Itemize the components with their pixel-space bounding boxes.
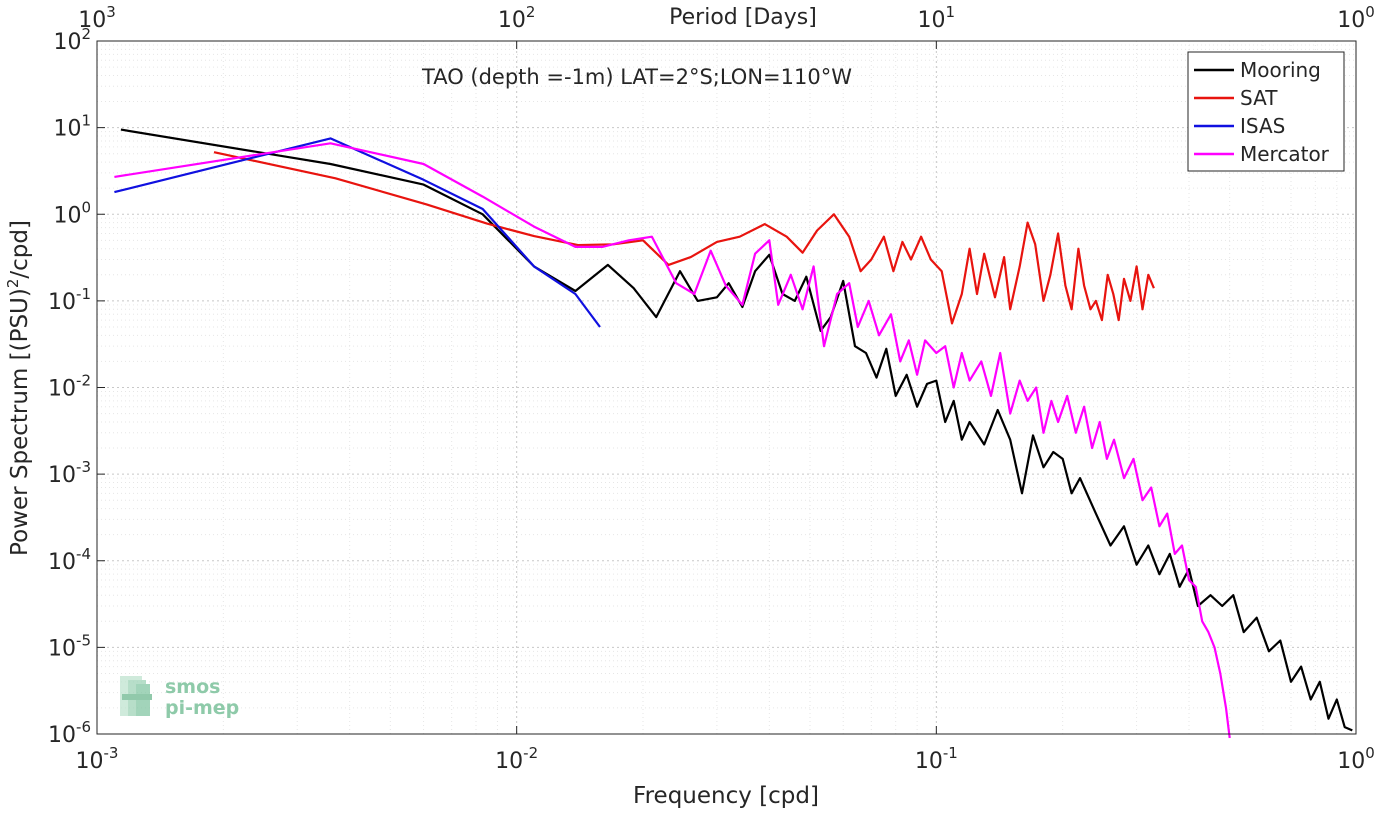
logo-text-line1: smos xyxy=(165,676,220,698)
top-tick-label: 101 xyxy=(918,3,956,33)
series-line-sat xyxy=(213,151,1155,325)
top-tick-label: 100 xyxy=(1337,3,1375,33)
y-tick-label-exp: -2 xyxy=(76,372,91,390)
top-tick-label-base: 10 xyxy=(498,8,526,33)
series-line-mercator xyxy=(114,142,1231,739)
y-tick-label-base: 10 xyxy=(53,30,81,55)
y-tick-label: 10-6 xyxy=(48,718,91,748)
x-tick-label-exp: -3 xyxy=(104,744,119,762)
y-tick-label-exp: -5 xyxy=(76,631,91,649)
top-axis-label: Period [Days] xyxy=(669,5,817,30)
x-tick-label-exp: -1 xyxy=(943,744,958,762)
y-tick-label: 10-3 xyxy=(48,458,91,488)
y-tick-label-exp: -1 xyxy=(76,285,91,303)
x-tick-label: 100 xyxy=(1337,744,1375,774)
y-tick-label-base: 10 xyxy=(48,377,76,402)
x-tick-label-exp: -2 xyxy=(523,744,538,762)
top-tick-label-exp: 0 xyxy=(1365,3,1375,21)
legend: Mooring SAT ISAS Mercator xyxy=(1187,51,1345,172)
top-tick-label-exp: 3 xyxy=(106,3,116,21)
x-tick-label-base: 10 xyxy=(76,749,104,774)
y-tick-label-base: 10 xyxy=(48,550,76,575)
series-layer xyxy=(114,128,1353,739)
y-tick-label-exp: -3 xyxy=(76,458,91,476)
y-tick-label: 10-1 xyxy=(48,285,91,315)
legend-label-isas: ISAS xyxy=(1240,114,1285,138)
y-tick-label-base: 10 xyxy=(48,463,76,488)
y-tick-label: 10-4 xyxy=(48,545,91,575)
grid-layer xyxy=(96,40,1357,735)
top-tick-label-base: 10 xyxy=(78,8,106,33)
x-tick-label-base: 10 xyxy=(915,749,943,774)
y-axis-label-text: Power Spectrum [(PSU)2/cpd] xyxy=(4,220,33,556)
x-tick-label: 10-1 xyxy=(915,744,958,774)
y-tick-label: 10-5 xyxy=(48,631,91,661)
series-line-mooring xyxy=(120,128,1353,732)
top-tick-label: 102 xyxy=(498,3,536,33)
x-tick-label-exp: 0 xyxy=(1365,744,1375,762)
legend-label-mooring: Mooring xyxy=(1240,58,1321,82)
y-tick-label: 102 xyxy=(53,25,91,55)
legend-label-mercator: Mercator xyxy=(1240,142,1330,166)
y-tick-label-exp: 0 xyxy=(81,198,91,216)
y-tick-label-exp: -6 xyxy=(76,718,91,736)
top-tick-label-exp: 2 xyxy=(526,3,536,21)
y-tick-label: 100 xyxy=(53,198,91,228)
y-tick-label-exp: 1 xyxy=(81,112,91,130)
logo-mark xyxy=(120,676,152,716)
top-tick-label: 103 xyxy=(78,3,116,33)
x-tick-label-base: 10 xyxy=(495,749,523,774)
x-tick-label: 10-3 xyxy=(76,744,119,774)
y-tick-label-base: 10 xyxy=(48,290,76,315)
legend-label-sat: SAT xyxy=(1240,86,1278,110)
y-tick-label-base: 10 xyxy=(48,636,76,661)
chart-title: TAO (depth =-1m) LAT=2°S;LON=110°W xyxy=(421,65,852,89)
y-tick-label: 101 xyxy=(53,112,91,142)
x-tick-label-base: 10 xyxy=(1337,749,1365,774)
x-tick-label: 10-2 xyxy=(495,744,538,774)
top-tick-label-base: 10 xyxy=(918,8,946,33)
y-tick-label-base: 10 xyxy=(48,723,76,748)
x-axis-label: Frequency [cpd] xyxy=(633,783,819,809)
y-axis-label-tail: /cpd] xyxy=(7,220,33,279)
legend-box xyxy=(1187,51,1345,172)
logo-text-line2: pi-mep xyxy=(165,697,239,719)
y-tick-label-base: 10 xyxy=(53,117,81,142)
y-tick-label: 10-2 xyxy=(48,372,91,402)
y-tick-label-base: 10 xyxy=(53,203,81,228)
y-tick-label-exp: -4 xyxy=(76,545,91,563)
top-tick-label-base: 10 xyxy=(1337,8,1365,33)
smos-pi-mep-logo: smos pi-mep xyxy=(120,676,239,719)
y-axis-label-sup: 2 xyxy=(4,279,22,289)
y-axis-label: Power Spectrum [(PSU)2/cpd] xyxy=(4,220,33,556)
top-tick-label-exp: 1 xyxy=(946,3,956,21)
series-line-isas xyxy=(114,137,601,328)
y-tick-label-exp: 2 xyxy=(81,25,91,43)
y-axis-label-main: Power Spectrum [(PSU) xyxy=(7,288,33,556)
